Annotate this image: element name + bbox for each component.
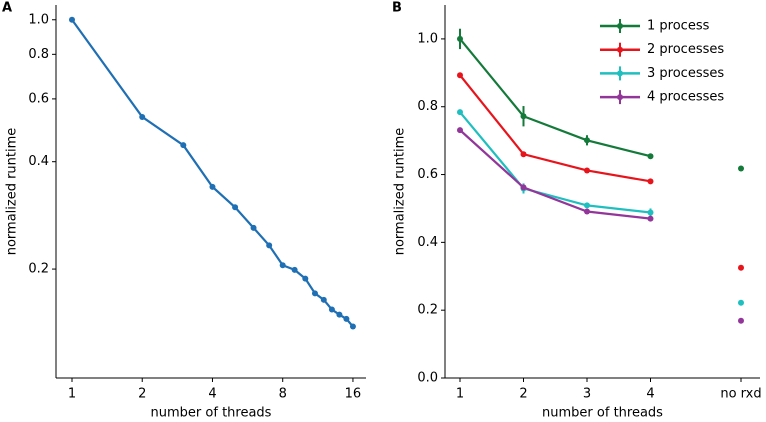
point: [311, 290, 318, 297]
x-tick-label: 4: [208, 387, 216, 402]
point: [738, 165, 744, 172]
point: [343, 315, 350, 322]
series-line: [459, 38, 651, 158]
y-tick-label: 0.8: [28, 47, 49, 62]
point: [520, 184, 527, 191]
point: [209, 183, 216, 190]
point: [68, 16, 75, 23]
point: [336, 311, 343, 318]
x-tick-label: no rxd: [720, 387, 761, 402]
legend-label: 2 processes: [647, 42, 724, 57]
legend-marker: [617, 46, 623, 53]
y-tick-label: 1.0: [28, 12, 49, 27]
x-tick-label: 3: [583, 387, 591, 402]
point: [738, 317, 744, 324]
x-tick-label: 1: [456, 387, 464, 402]
x-tick-label: 8: [279, 387, 287, 402]
legend-marker: [617, 70, 623, 77]
legend-marker: [617, 94, 623, 101]
point: [266, 242, 273, 249]
point: [738, 264, 744, 271]
point: [457, 35, 463, 42]
point: [584, 202, 590, 209]
y-tick-label: 0.4: [417, 235, 438, 250]
series-line: [71, 19, 354, 328]
point: [457, 127, 463, 134]
y-tick-label: 0.2: [28, 262, 49, 277]
panel-label: B: [392, 1, 402, 16]
point: [232, 204, 239, 211]
y-tick-label: 0.6: [417, 167, 438, 182]
series-line: [459, 129, 651, 220]
legend-label: 4 processes: [647, 90, 724, 105]
point: [584, 208, 590, 215]
point: [328, 306, 335, 313]
point: [520, 113, 527, 120]
y-tick-label: 0.2: [417, 303, 438, 318]
legend-label: 3 processes: [647, 66, 724, 81]
y-tick-label: 1.0: [417, 31, 438, 46]
x-tick-label: 2: [138, 387, 146, 402]
x-tick-label: 2: [519, 387, 527, 402]
point: [647, 153, 654, 160]
point: [738, 299, 744, 306]
point: [279, 262, 286, 269]
y-tick-label: 0.8: [417, 99, 438, 114]
point: [320, 296, 327, 303]
y-tick-label: 0.6: [28, 91, 49, 106]
y-tick-label: 0.4: [28, 154, 49, 169]
point: [584, 137, 590, 144]
point: [584, 167, 590, 174]
point: [291, 266, 298, 273]
y-tick-label: 0.0: [417, 371, 438, 386]
legend-label: 1 process: [647, 19, 710, 34]
y-axis-label: normalized runtime: [5, 128, 20, 256]
point: [349, 323, 356, 330]
series-line: [459, 74, 651, 183]
point: [647, 209, 654, 216]
point: [250, 224, 257, 231]
point: [139, 113, 146, 120]
x-tick-label: 1: [68, 387, 76, 402]
panel-label: A: [2, 1, 12, 16]
point: [457, 109, 463, 116]
x-tick-label: 16: [345, 387, 362, 402]
y-axis-label: normalized runtime: [393, 128, 408, 256]
point: [647, 178, 654, 185]
point: [520, 151, 527, 158]
point: [302, 275, 309, 282]
x-axis-label: number of threads: [151, 406, 272, 421]
legend-marker: [617, 23, 623, 29]
point: [647, 215, 654, 222]
x-tick-label: 4: [646, 387, 654, 402]
point: [457, 72, 463, 79]
series-line: [459, 111, 651, 214]
point: [180, 142, 187, 149]
x-axis-label: number of threads: [542, 406, 663, 421]
